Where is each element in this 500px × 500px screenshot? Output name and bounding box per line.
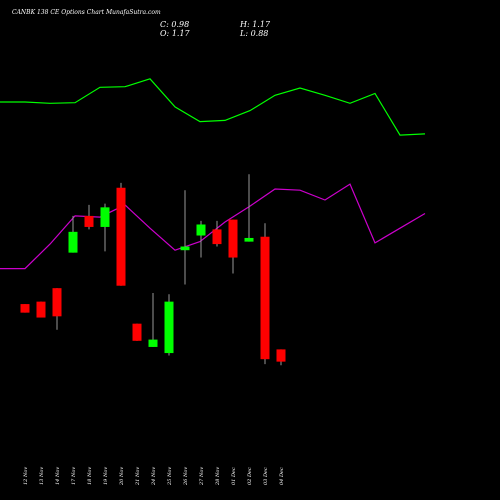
candle <box>68 215 78 253</box>
x-tick-label: 12 Nov <box>23 467 29 485</box>
x-tick-label: 28 Nov <box>215 467 221 486</box>
high-readout: H: 1.17 <box>239 20 271 29</box>
high-label: H: <box>239 20 250 29</box>
candle-body <box>212 229 222 245</box>
candle <box>260 223 270 365</box>
candle <box>84 204 94 230</box>
candle <box>20 304 30 313</box>
upper-band-line <box>0 78 426 136</box>
x-tick-label: 17 Nov <box>71 467 77 485</box>
candle-body <box>148 339 158 347</box>
x-tick-label: 18 Nov <box>87 467 93 485</box>
open-value: 1.17 <box>172 29 191 38</box>
candle-body <box>228 219 238 258</box>
candle-body <box>260 236 270 360</box>
x-tick-label: 21 Nov <box>135 467 141 486</box>
low-label: L: <box>239 29 248 38</box>
candle <box>196 220 206 258</box>
candle <box>212 220 222 247</box>
close-label: C: <box>160 20 169 29</box>
candle-body <box>68 231 78 253</box>
x-tick-label: 24 Nov <box>151 467 157 486</box>
x-tick-label: 19 Nov <box>103 467 109 485</box>
candle-body <box>20 304 30 313</box>
x-tick-label: 13 Nov <box>39 467 45 485</box>
open-readout: O: 1.17 <box>160 29 191 38</box>
candle <box>52 288 62 330</box>
x-tick-label: 03 Dec <box>263 467 269 485</box>
candle-body <box>244 237 254 242</box>
x-tick-label: 27 Nov <box>199 467 205 486</box>
candle <box>244 174 254 242</box>
candle <box>276 349 286 366</box>
x-tick-label: 20 Nov <box>119 467 125 486</box>
candle-body <box>52 288 62 317</box>
candle-body <box>36 301 46 318</box>
candle <box>180 190 190 285</box>
lower-band-line <box>0 183 426 270</box>
candle-body <box>132 323 142 341</box>
candle-body <box>116 187 126 286</box>
chart-title: CANBK 138 CE Options Chart MunafaSutra.c… <box>12 9 161 16</box>
candle <box>116 182 126 286</box>
candle <box>148 293 158 347</box>
low-readout: L: 0.88 <box>239 29 268 38</box>
x-tick-label: 25 Nov <box>167 467 173 486</box>
x-axis-tick-labels: 12 Nov 13 Nov 14 Nov 17 Nov 18 Nov 19 Nov 20 N… <box>23 467 285 486</box>
open-label: O: <box>160 29 170 38</box>
high-value: 1.17 <box>252 20 271 29</box>
candle-body <box>100 207 110 227</box>
candle <box>164 294 174 356</box>
candle-body <box>84 215 94 227</box>
x-tick-label: 02 Dec <box>247 467 253 485</box>
candle-body <box>164 301 174 354</box>
low-value: 0.88 <box>251 29 269 38</box>
candle <box>132 323 142 341</box>
close-value: 0.98 <box>171 20 189 29</box>
candle <box>100 203 110 252</box>
candle-body <box>180 246 190 251</box>
x-tick-label: 04 Dec <box>279 467 285 485</box>
close-readout: C: 0.98 <box>160 20 189 29</box>
x-tick-label: 14 Nov <box>55 467 61 485</box>
candles <box>20 174 286 366</box>
candle-body <box>196 224 206 236</box>
candle <box>228 219 238 274</box>
x-tick-label: 26 Nov <box>183 467 189 486</box>
x-tick-label: 01 Dec <box>231 467 237 485</box>
candle <box>36 301 46 318</box>
candle-body <box>276 349 286 362</box>
